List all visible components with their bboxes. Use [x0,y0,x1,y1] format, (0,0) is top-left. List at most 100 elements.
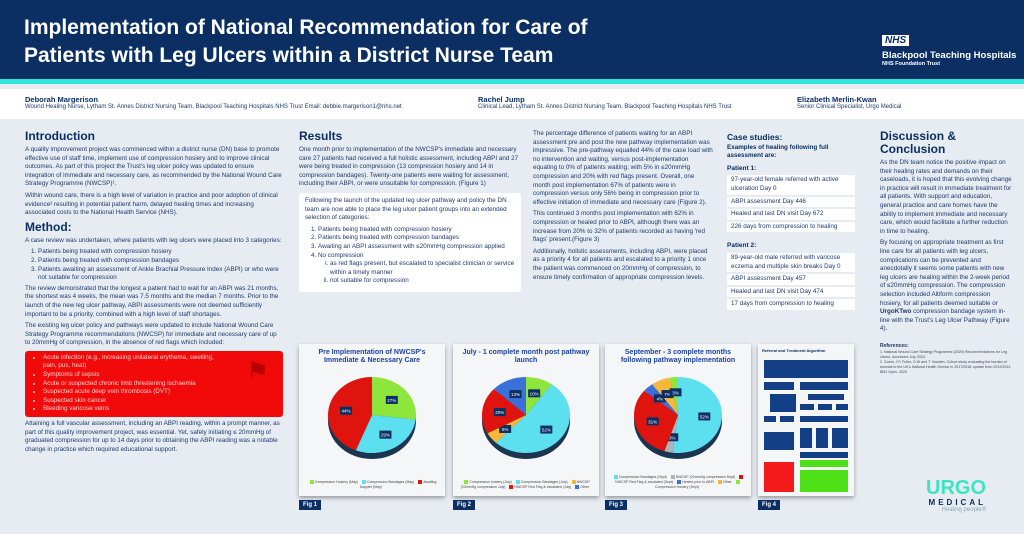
author-1: Deborah Margerison Wound Healing Nurse, L… [25,95,402,110]
red-flag-item: Acute or suspected chronic limb threaten… [43,380,229,389]
data-label: 29% [379,430,392,439]
case-row: Healed and last DN visit Day 672 [727,209,855,220]
results-column: Results One month prior to implementatio… [299,130,521,296]
patient-2-label: Patient 2: [727,242,757,250]
method-p4: Attaining a full vascular assessment, in… [25,420,280,453]
svg-text:20%: 20% [495,410,504,415]
legend-entry: Compression Bandages (July) [515,480,568,485]
algorithm-title: Referral and Treatment Algorithm [762,348,826,353]
data-label: 20% [493,408,506,417]
data-label: 3% [666,433,679,442]
patient-1-label: Patient 1: [727,164,757,172]
figure-1: Pre Implementation of NWCSP's Immediate … [299,344,445,496]
case-row: ABPI assessment Day 457 [727,274,855,285]
intro-method-column: Introduction A quality improvement proje… [25,130,283,457]
case-subheading: Examples of healing following full asses… [727,143,829,160]
red-flag-item: Suspected acute deep vein thrombosis (DV… [43,388,229,397]
red-flag-item: Acute infection (e.g., increasing unilat… [43,354,229,371]
chart-legend: Compression hosiery (July) Compression Ba… [457,480,595,490]
red-flag-icon: ⚑ [245,355,269,386]
results-p3: This continued 3 months post implementat… [533,210,706,244]
legend-entry: Compression Bandages (Sept) [613,475,667,480]
svg-text:7%: 7% [664,392,671,397]
data-label: 4% [653,394,666,403]
trust-subtitle: NHS Foundation Trust [882,61,941,67]
legend-entry: Other [717,480,732,485]
product-name: UrgoKTwo [880,308,912,316]
results-continued-column: The percentage difference of patients wa… [533,130,713,285]
red-flags-box: Acute infection (e.g., increasing unilat… [25,350,283,418]
case-row: Healed and last DN visit Day 474 [727,286,855,298]
subcategory-item: as red flags present, but escalated to s… [330,260,515,277]
data-label: 13% [509,390,522,399]
data-label: 5% [499,424,512,433]
svg-text:4%: 4% [657,396,664,401]
subcategory-item: not suitable for compression [330,277,515,286]
authors-bar: Deborah Margerison Wound Healing Nurse, L… [0,89,1024,119]
results-p4: Additionally, holistic assessments, incl… [533,247,708,281]
figure-4-algorithm: Referral and Treatment Algorithm [758,344,854,496]
legend-entry: NWCSP Red Flag & escalated (July) [509,485,571,490]
data-label: 7% [661,390,674,399]
fig-2-label: Fig 2 [453,500,476,510]
discussion-p1: As the DN team notice the positive impac… [880,159,1012,235]
pie-slice-0 [672,377,722,453]
svg-text:27%: 27% [387,398,396,403]
red-flag-item: Bleeding varicose veins [43,405,229,414]
discussion-heading: Discussion & Conclusion [880,129,957,156]
svg-text:44%: 44% [342,409,351,414]
case-row: 17 days from compression to healing [727,299,855,310]
svg-text:13%: 13% [511,392,520,397]
categories-intro: Following the launch of the updated leg … [305,196,507,222]
fig-3-label: Fig 3 [605,500,628,510]
svg-text:5%: 5% [502,427,509,432]
legend-entry: NWCSP Red Flag & escalated (Sept) [615,475,744,484]
references-heading: References: [880,342,909,349]
text: By focusing on appropriate treatment as … [880,239,1010,307]
method-heading: Method: [25,219,72,234]
svg-text:10%: 10% [530,391,539,396]
case-studies-column: Case studies: Examples of healing follow… [727,133,855,312]
author-role: Wound Healing Nurse, Lytham St. Annes Di… [25,104,402,110]
data-label: 3% [669,388,682,397]
pie-chart-1: 27% 29% 44% [328,377,416,459]
svg-text:3%: 3% [669,435,676,440]
legend-entry: Awaiting Doppler (May) [359,480,437,489]
logo-mid: MEDICAL [928,498,986,507]
method-item: Patients awaiting an assessment of Ankle… [38,266,283,283]
case-row: 89-year-old male referred with varicose … [727,252,855,273]
svg-text:29%: 29% [381,433,390,438]
category-item: Patients being treated with compression … [318,234,515,243]
red-flag-item: Symptoms of sepsis [43,371,229,380]
logo-tagline: Healing people® [941,507,986,513]
text: compression bandage system in-line with … [880,308,1010,333]
svg-text:3%: 3% [672,390,679,395]
discussion-column: Discussion & Conclusion As the DN team n… [880,130,1012,375]
method-p1: A case review was undertaken, where pati… [25,236,282,244]
trust-name: Blackpool Teaching Hospitals [882,50,1017,61]
chart-title: September - 3 complete months following … [620,349,736,364]
chart-title: July - 1 complete month post pathway lau… [462,349,590,364]
method-list: Patients being treated with compression … [25,248,283,282]
data-label: 52% [540,425,553,434]
chart-title: Pre Implementation of NWCSP's Immediate … [318,349,426,364]
svg-text:52%: 52% [542,428,551,433]
intro-p2: Within wound care, there is a high level… [25,191,278,217]
intro-heading: Introduction [25,129,95,143]
legend-entry: Compression Hosiery (Sept) [655,480,741,489]
figure-2: July - 1 complete month post pathway lau… [453,344,599,496]
author-name: Deborah Margerison [25,95,98,104]
author-3: Elizabeth Merlin-Kwan Senior Clinical Spe… [797,95,901,110]
legend-entry: NWCSP (20mmHg compression July) [460,480,590,489]
method-item: Patients being treated with compression … [38,257,283,266]
figure-3: September - 3 complete months following … [605,344,751,496]
author-2: Rachel Jump Clinical Lead, Lytham St. Ann… [478,95,732,110]
method-item: Patients being treated with compression … [38,248,283,257]
nhs-logo: NHS [882,35,910,46]
urgo-medical-logo: URGO MEDICAL Healing people® [926,478,986,513]
case-row: 226 days from compression to healing [727,221,855,233]
legend-entry: Compression hosiery (July) [464,480,512,485]
author-name: Elizabeth Merlin-Kwan [797,95,877,104]
categories-box: Following the launch of the updated leg … [299,192,521,292]
reference-item: 2. Guest, J.F, Fuller, G.W and T. Vowden… [880,360,1012,375]
